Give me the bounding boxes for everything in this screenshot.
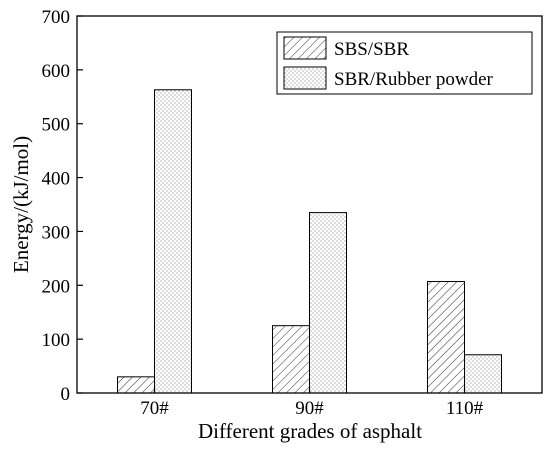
y-tick-label-100: 100: [42, 330, 71, 351]
y-tick-label-700: 700: [42, 7, 71, 28]
y-axis: 0 100 200 300 400 500 600 700: [42, 7, 83, 405]
bars-layer: [117, 89, 502, 394]
bar-sbs-sbr-90: [272, 325, 310, 394]
legend-swatch-sbr-rubber-powder: [283, 66, 327, 90]
legend-label-sbs-sbr: SBS/SBR: [334, 39, 409, 60]
x-tick-label-110: 110#: [446, 398, 484, 419]
y-tick-label-0: 0: [61, 384, 71, 405]
x-axis-title: Different grades of asphalt: [198, 419, 422, 443]
y-tick-label-600: 600: [42, 61, 71, 82]
x-tick-label-70: 70#: [140, 398, 169, 419]
legend-label-sbr-rubber-powder: SBR/Rubber powder: [334, 69, 494, 90]
bar-sbs-sbr-110: [427, 281, 465, 394]
legend-swatch-sbs-sbr: [283, 36, 327, 60]
legend: SBS/SBR SBR/Rubber powder: [276, 31, 533, 95]
y-tick-label-300: 300: [42, 222, 71, 243]
bar-sbr-rubber-powder-110: [464, 354, 502, 394]
x-tick-label-90: 90#: [295, 398, 324, 419]
y-tick-label-400: 400: [42, 169, 71, 190]
bar-sbr-rubber-powder-90: [309, 212, 347, 394]
y-axis-title: Energy/(kJ/mol): [9, 136, 33, 273]
x-axis: 70# 90# 110#: [140, 387, 484, 419]
y-tick-label-500: 500: [42, 115, 71, 136]
y-tick-label-200: 200: [42, 276, 71, 297]
bar-sbr-rubber-powder-70: [154, 89, 192, 394]
bar-sbs-sbr-70: [117, 376, 155, 394]
